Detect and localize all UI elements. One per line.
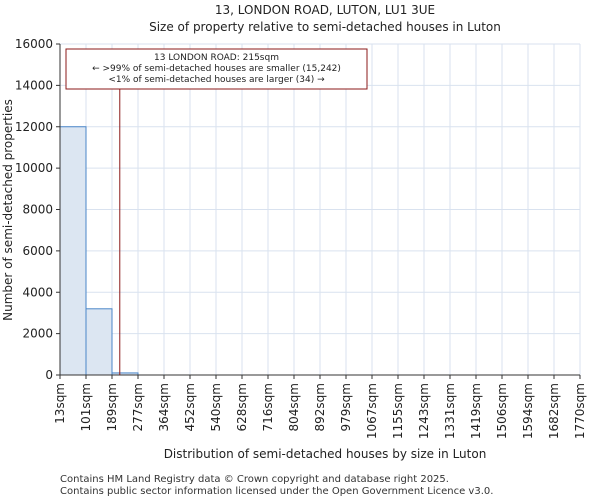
annotation-box xyxy=(65,48,368,90)
y-tick-label: 2000 xyxy=(22,327,53,341)
x-tick-label: 628sqm xyxy=(235,383,249,431)
x-tick-label: 452sqm xyxy=(183,383,197,431)
x-tick-label: 1506sqm xyxy=(495,383,509,439)
x-tick-label: 1155sqm xyxy=(391,383,405,439)
y-tick-label: 4000 xyxy=(22,285,53,299)
y-tick-label: 12000 xyxy=(15,120,53,134)
bar xyxy=(59,126,87,376)
y-axis-label: Number of semi-detached properties xyxy=(1,99,15,321)
y-tick-label: 14000 xyxy=(15,78,53,92)
x-tick-label: 277sqm xyxy=(131,383,145,431)
x-axis-label: Distribution of semi-detached houses by … xyxy=(164,447,487,461)
chart-title-line2: Size of property relative to semi-detach… xyxy=(149,20,501,34)
plot-area: 0 2000 4000 6000 8000 10000 12000 14000 16000 13s… xyxy=(15,37,587,439)
bar xyxy=(85,308,113,376)
footer-line2: Contains public sector information licen… xyxy=(60,486,493,497)
x-tick-label: 1770sqm xyxy=(573,383,587,439)
annotation-line-3: <1% of semi-detached houses are larger (… xyxy=(108,75,325,85)
x-tick-label: 804sqm xyxy=(287,383,301,431)
y-tick-label: 10000 xyxy=(15,161,53,175)
chart-title-line1: 13, LONDON ROAD, LUTON, LU1 3UE xyxy=(215,3,435,17)
y-tick-label: 8000 xyxy=(22,203,53,217)
y-tick-label: 0 xyxy=(45,368,53,382)
x-tick-label: 892sqm xyxy=(313,383,327,431)
x-tick-label: 1594sqm xyxy=(521,383,535,439)
x-tick-label: 1067sqm xyxy=(365,383,379,439)
x-tick-label: 979sqm xyxy=(339,383,353,431)
footer-line1: Contains HM Land Registry data © Crown c… xyxy=(60,474,449,485)
x-tick-label: 1682sqm xyxy=(547,383,561,439)
x-tick-label: 1331sqm xyxy=(443,383,457,439)
x-tick-label: 1419sqm xyxy=(469,383,483,439)
x-tick-label: 13sqm xyxy=(53,383,67,424)
annotation-line-2: ← >99% of semi-detached houses are small… xyxy=(92,64,341,74)
x-tick-label: 540sqm xyxy=(209,383,223,431)
x-tick-label: 189sqm xyxy=(105,383,119,431)
x-tick-label: 101sqm xyxy=(79,383,93,431)
y-tick-label: 6000 xyxy=(22,244,53,258)
x-tick-label: 364sqm xyxy=(157,383,171,431)
annotation-line-1: 13 LONDON ROAD: 215sqm xyxy=(154,53,279,63)
x-tick-label: 716sqm xyxy=(261,383,275,431)
x-tick-label: 1243sqm xyxy=(417,383,431,439)
y-tick-label: 16000 xyxy=(15,37,53,51)
